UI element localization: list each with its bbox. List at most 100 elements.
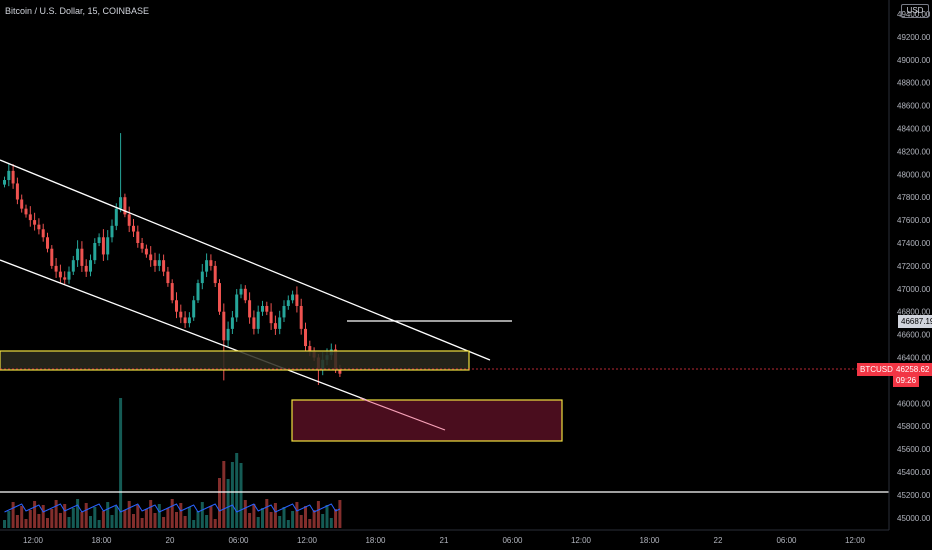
candle-body (89, 260, 92, 272)
volume-bar (15, 515, 19, 528)
price-axis-tick: 45200.00 (897, 491, 931, 500)
price-axis-tick: 45800.00 (897, 422, 931, 431)
candle-body (7, 170, 11, 181)
price-axis-tick: 46000.00 (897, 399, 931, 408)
time-axis-tick: 12:00 (571, 536, 592, 545)
volume-bar (76, 499, 80, 528)
volume-bar (41, 505, 45, 528)
volume-bar (93, 507, 97, 528)
volume-bar (20, 506, 24, 528)
time-axis-tick: 06:00 (228, 536, 249, 545)
candle-body (230, 317, 234, 329)
candle-body (166, 271, 170, 284)
volume-bar (63, 504, 67, 528)
volume-bar (157, 504, 161, 528)
support-zone[interactable] (0, 350, 470, 371)
candle-body (265, 305, 269, 312)
price-axis[interactable]: 49400.00 49200.00 49000.00 48800.00 48600.00… (897, 10, 931, 523)
candle-body (239, 288, 243, 295)
volume-bar (179, 503, 183, 528)
candle-body (119, 197, 123, 209)
candle-body (41, 229, 45, 238)
candle-body (209, 260, 213, 266)
volume-bar (119, 398, 123, 528)
candle-body (144, 248, 148, 255)
time-axis-tick: 18:00 (639, 536, 660, 545)
demand-zone[interactable] (291, 399, 563, 442)
candle-body (248, 300, 252, 318)
candle-body (33, 220, 37, 225)
price-axis-tick: 48200.00 (897, 147, 931, 156)
time-axis-tick: 12:00 (23, 536, 44, 545)
candle-body (58, 271, 62, 278)
projection-arrow[interactable] (359, 397, 446, 431)
price-axis-tick: 48000.00 (897, 170, 931, 179)
volume-bar (329, 518, 333, 528)
volume-bar (222, 461, 226, 528)
volume-bar (89, 516, 92, 528)
volume-bar (304, 506, 307, 528)
volume-bar (213, 519, 217, 528)
candle-body (205, 260, 209, 272)
candle-body (183, 317, 187, 324)
volume-bar (28, 510, 32, 528)
volume-bar (101, 511, 105, 528)
volume-bar (140, 518, 144, 528)
volume-bar (196, 511, 200, 528)
candle-body (123, 197, 127, 215)
candle-body (338, 368, 342, 374)
volume-bar (312, 510, 316, 528)
price-axis-tick: 47400.00 (897, 239, 931, 248)
volume-bar (54, 500, 58, 528)
volume-bar (24, 519, 28, 528)
volume-bar (183, 516, 187, 528)
volume-bar (33, 501, 37, 528)
candle-body (136, 231, 140, 243)
volume-bar (200, 502, 204, 528)
candle-body (295, 294, 299, 306)
volume-bar (256, 517, 260, 528)
price-axis-tick: 46400.00 (897, 354, 931, 363)
candle-body (286, 300, 290, 306)
candle-body (291, 294, 295, 301)
volume-bar (209, 506, 213, 528)
volume-bar (106, 502, 110, 528)
candle-body (226, 328, 230, 341)
time-axis[interactable]: 12:00 18:00 20 06:00 12:00 18:00 21 06:00 12:00 1… (23, 536, 866, 545)
currency-button[interactable]: USD (901, 4, 929, 18)
price-axis-tick: 45400.00 (897, 468, 931, 477)
volume-bar (338, 500, 342, 528)
candle-body (187, 317, 191, 324)
candle-body (11, 170, 15, 184)
candle-body (213, 265, 217, 284)
channel-upper-line[interactable] (0, 159, 491, 361)
price-axis-tick: 46800.00 (897, 308, 931, 317)
time-axis-tick: 12:00 (297, 536, 318, 545)
volume-bar (286, 520, 290, 528)
price-axis-tick: 47800.00 (897, 193, 931, 202)
candle-body (222, 311, 226, 341)
candle-body (63, 277, 67, 280)
volume-bar (252, 504, 256, 528)
volume-bar (239, 463, 243, 528)
volume-bar (265, 499, 269, 528)
symbol-title: Bitcoin / U.S. Dollar, 15, COINBASE (5, 6, 150, 16)
volume-bar (132, 514, 135, 528)
volume-bar (37, 514, 41, 528)
price-axis-tick: 45000.00 (897, 514, 931, 523)
candle-body (273, 323, 277, 329)
candle-body (50, 248, 54, 266)
price-axis-tick: 48600.00 (897, 102, 931, 111)
countdown-tag: 09:26 (893, 374, 920, 387)
volume-bar (205, 515, 209, 528)
price-axis-tick: 47600.00 (897, 216, 931, 225)
price-axis-tick: 45600.00 (897, 445, 931, 454)
volume-bar (166, 508, 170, 528)
candle-body (157, 260, 161, 266)
candle-body (67, 271, 71, 280)
candle-body (170, 283, 174, 301)
price-axis-tick: 49000.00 (897, 56, 931, 65)
candle-body (15, 183, 19, 200)
volume-bar (226, 479, 230, 528)
